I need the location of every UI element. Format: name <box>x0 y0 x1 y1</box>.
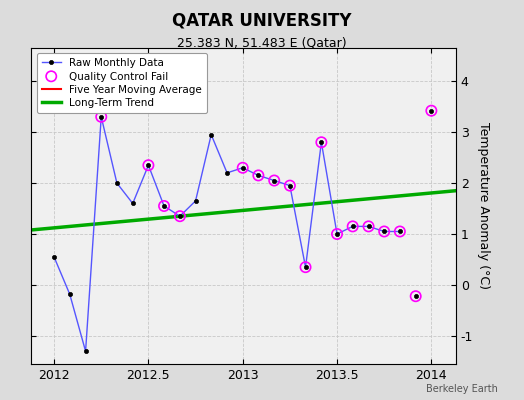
Raw Monthly Data <box>239 165 246 170</box>
Quality Control Fail <box>254 172 263 179</box>
Raw Monthly Data <box>287 183 293 188</box>
Raw Monthly Data <box>192 198 199 203</box>
Raw Monthly Data <box>67 292 73 296</box>
Text: Berkeley Earth: Berkeley Earth <box>426 384 498 394</box>
Raw Monthly Data <box>82 349 89 354</box>
Raw Monthly Data <box>397 229 403 234</box>
Raw Monthly Data <box>318 140 324 145</box>
Text: QATAR UNIVERSITY: QATAR UNIVERSITY <box>172 12 352 30</box>
Raw Monthly Data <box>302 265 309 270</box>
Raw Monthly Data <box>365 224 372 229</box>
Text: 25.383 N, 51.483 E (Qatar): 25.383 N, 51.483 E (Qatar) <box>177 36 347 49</box>
Quality Control Fail <box>380 228 388 235</box>
Raw Monthly Data <box>334 232 340 236</box>
Quality Control Fail <box>238 164 247 171</box>
Quality Control Fail <box>301 264 310 270</box>
Quality Control Fail <box>411 293 420 300</box>
Quality Control Fail <box>333 231 341 237</box>
Raw Monthly Data <box>271 178 277 183</box>
Quality Control Fail <box>144 162 152 168</box>
Raw Monthly Data <box>161 204 167 208</box>
Raw Monthly Data <box>98 114 104 119</box>
Quality Control Fail <box>270 177 278 184</box>
Line: Raw Monthly Data: Raw Monthly Data <box>52 115 402 353</box>
Raw Monthly Data <box>208 132 214 137</box>
Raw Monthly Data <box>114 181 120 186</box>
Quality Control Fail <box>396 228 404 235</box>
Quality Control Fail <box>427 108 435 114</box>
Quality Control Fail <box>160 203 168 209</box>
Raw Monthly Data <box>350 224 356 229</box>
Raw Monthly Data <box>255 173 261 178</box>
Raw Monthly Data <box>224 170 230 175</box>
Raw Monthly Data <box>51 254 57 259</box>
Quality Control Fail <box>348 223 357 230</box>
Quality Control Fail <box>317 139 325 146</box>
Quality Control Fail <box>176 213 184 219</box>
Raw Monthly Data <box>129 201 136 206</box>
Quality Control Fail <box>286 182 294 189</box>
Quality Control Fail <box>97 114 105 120</box>
Raw Monthly Data <box>177 214 183 218</box>
Quality Control Fail <box>364 223 373 230</box>
Y-axis label: Temperature Anomaly (°C): Temperature Anomaly (°C) <box>477 122 490 290</box>
Legend: Raw Monthly Data, Quality Control Fail, Five Year Moving Average, Long-Term Tren: Raw Monthly Data, Quality Control Fail, … <box>37 53 207 113</box>
Raw Monthly Data <box>145 163 151 168</box>
Raw Monthly Data <box>381 229 387 234</box>
